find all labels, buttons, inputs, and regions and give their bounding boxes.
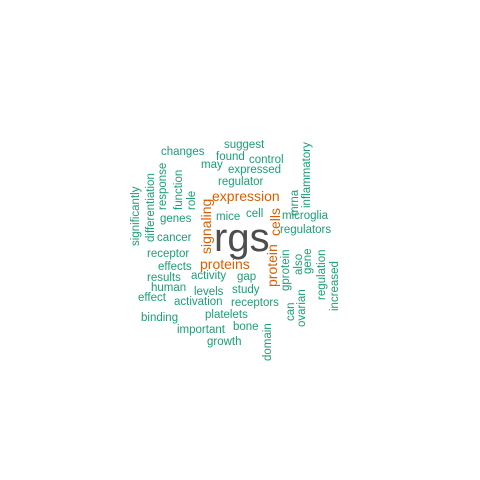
word-activation: activation [174,296,223,308]
word-rgs: rgs [214,216,270,260]
word-domain: domain [262,323,274,361]
word-human: human [151,282,187,294]
word-cancer: cancer [157,232,192,244]
word-signaling: signaling [198,198,214,254]
word-response: response [157,162,169,210]
word-found: found [216,151,245,163]
word-bone: bone [233,321,259,333]
word-inflammatory: inflammatory [301,142,313,208]
word-differentiation: differentiation [145,173,157,242]
word-important: important [177,324,225,336]
word-expression: expression [212,188,280,204]
word-platelets: platelets [205,309,248,321]
word-activity: activity [191,270,227,282]
word-gap: gap [237,271,257,283]
word-gprotein: gprotein [280,249,292,291]
word-expressed: expressed [228,164,282,176]
word-regulators: regulators [280,224,332,236]
word-may: may [201,159,223,171]
word-regulator: regulator [218,176,264,188]
word-binding: binding [141,312,179,324]
word-receptors: receptors [231,297,279,309]
word-protein: protein [264,244,280,287]
word-levels: levels [194,286,224,298]
word-study: study [232,284,260,296]
word-proteins: proteins [200,256,250,272]
word-effect: effect [138,292,166,304]
word-control: control [249,154,284,166]
word-ovarian: ovarian [296,289,308,327]
word-effects: effects [158,261,192,273]
word-suggest: suggest [224,139,265,151]
word-gene: gene [302,248,314,274]
word-changes: changes [161,146,205,158]
word-receptor: receptor [147,248,190,260]
word-increased: increased [329,261,341,311]
word-function: function [173,169,185,210]
word-role: role [186,190,198,210]
word-genes: genes [160,213,192,225]
word-microglia: microglia [282,210,329,222]
word-growth: growth [207,336,242,348]
word-cell: cell [246,208,264,220]
word-mice: mice [216,211,241,223]
word-results: results [147,272,181,284]
word-regulation: regulation [316,249,328,300]
word-significantly: significantly [130,186,142,246]
word-mrna: mrna [289,189,301,216]
